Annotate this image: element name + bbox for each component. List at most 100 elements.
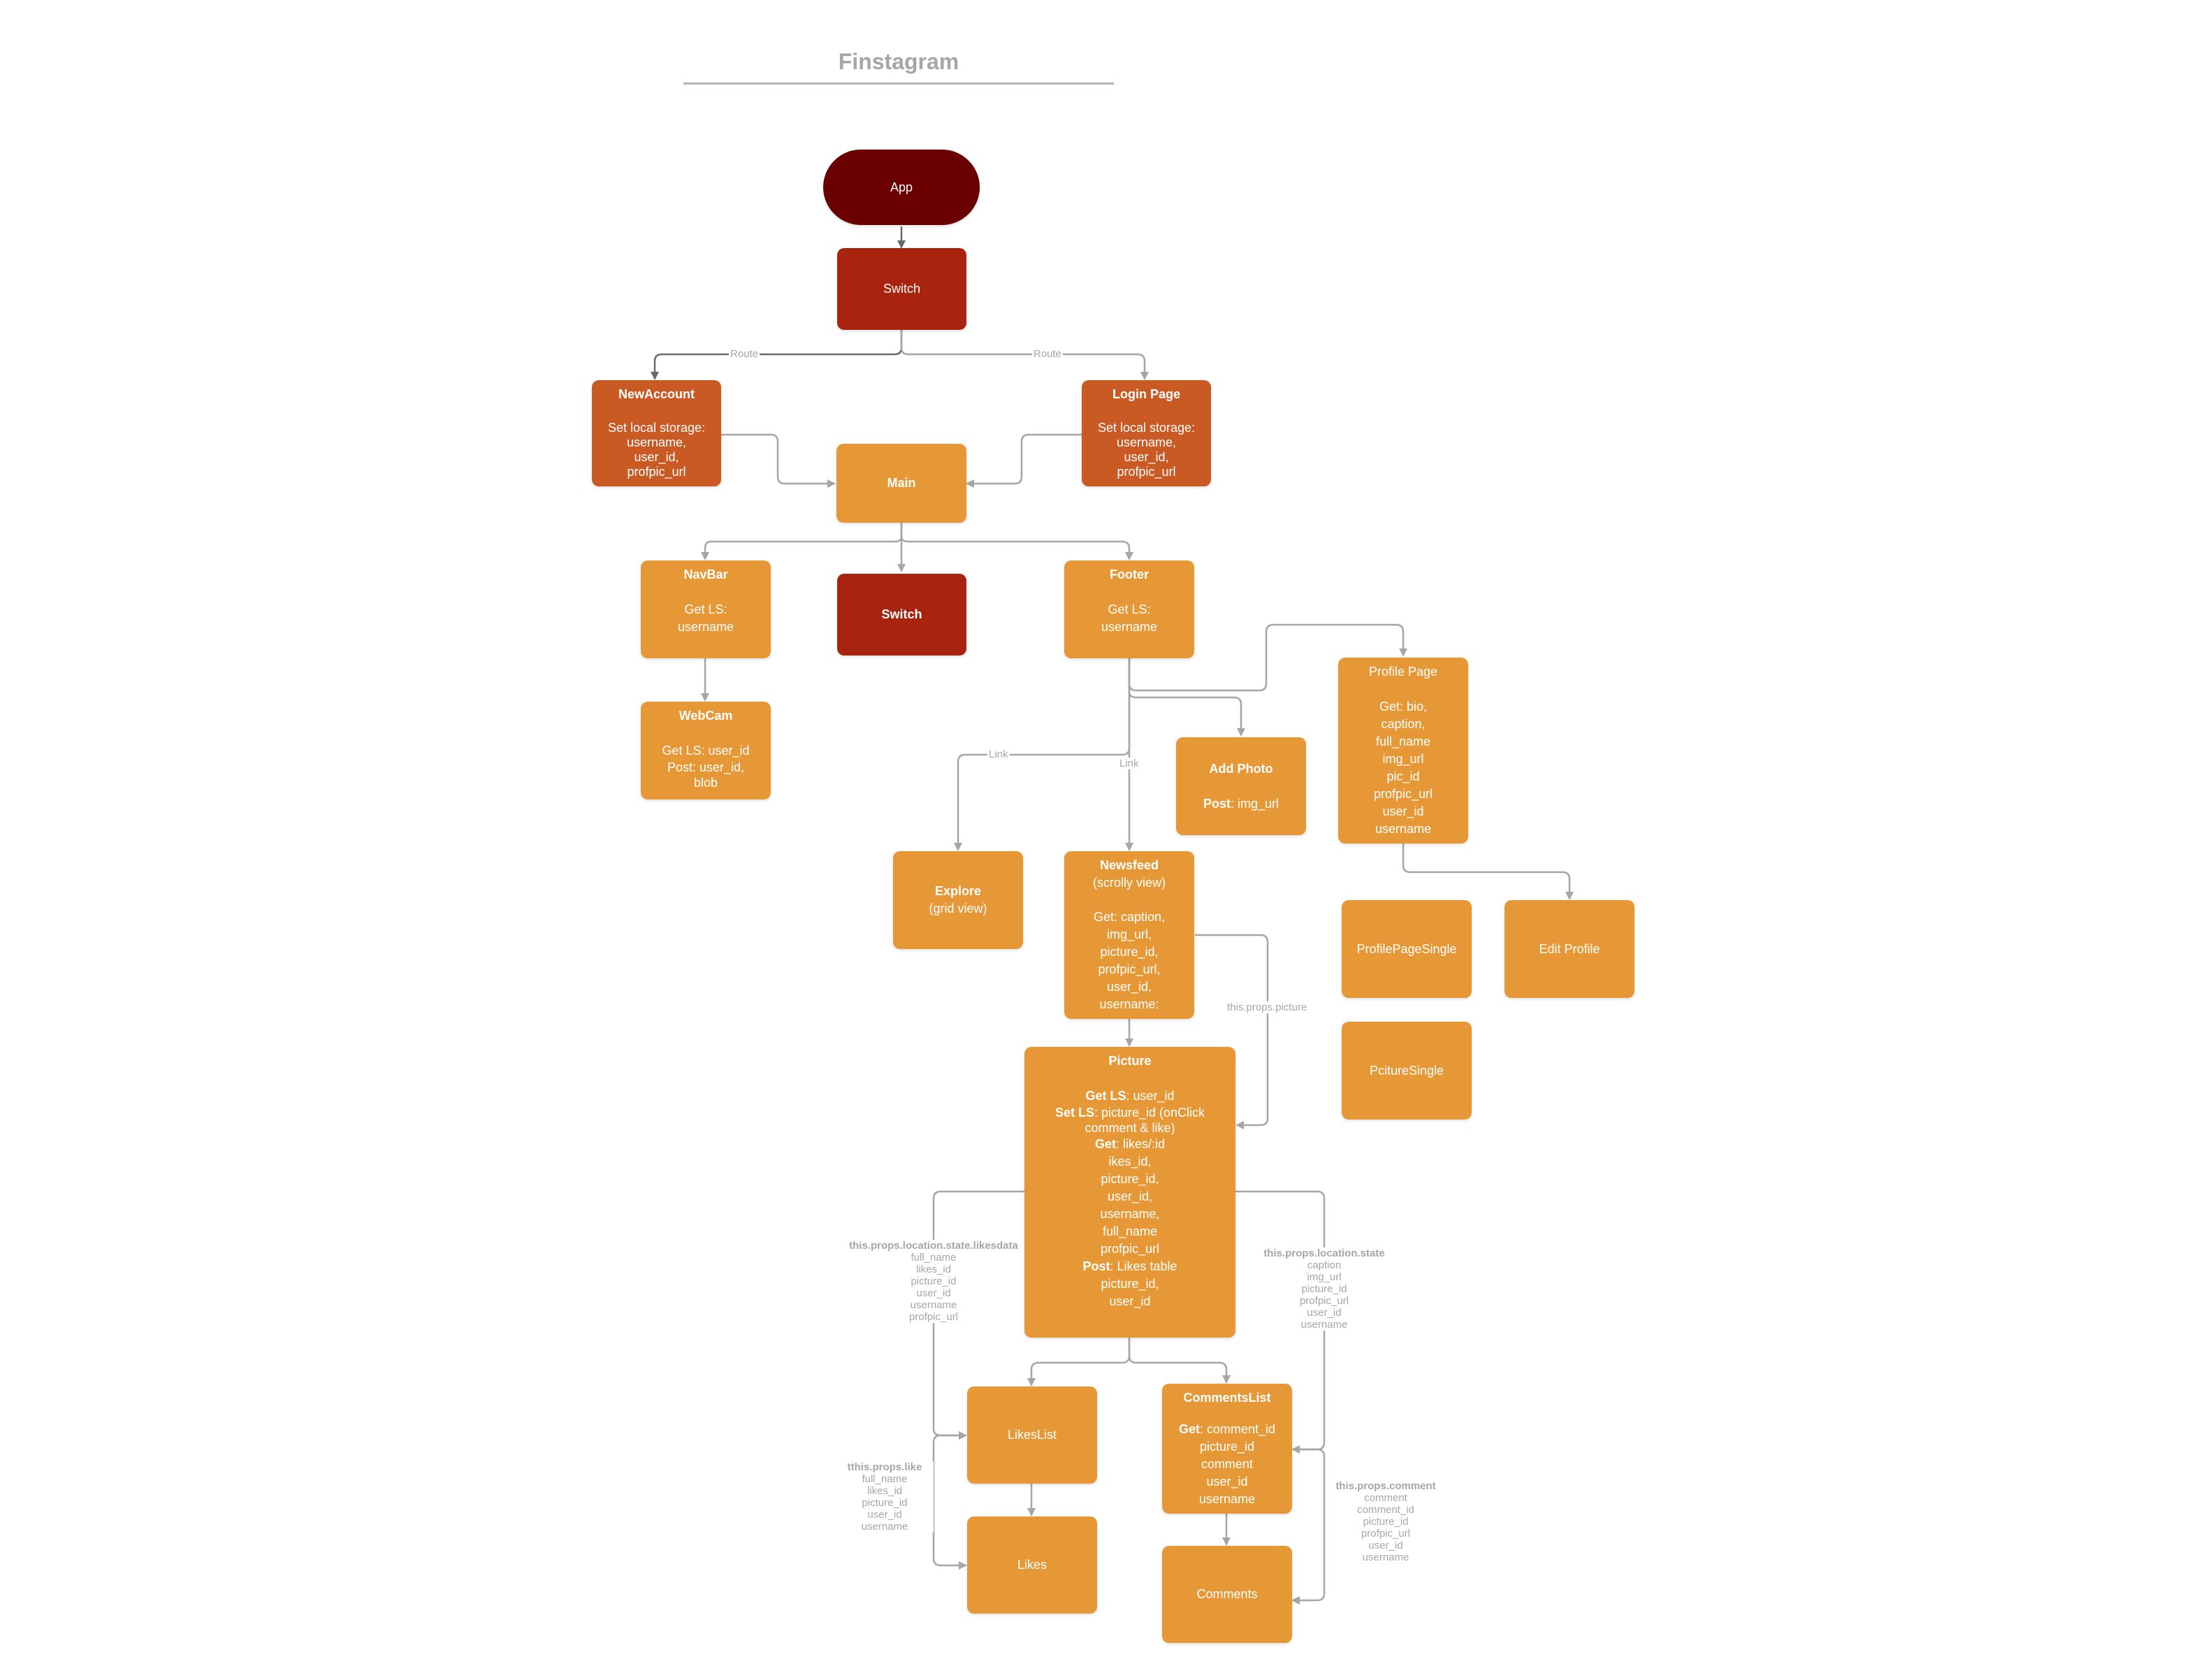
node-edit-profile[interactable]: Edit Profile	[1505, 900, 1634, 998]
node-profile-page-line: Get: bio,	[1379, 700, 1428, 714]
node-newsfeed-line: profpic_url,	[1098, 962, 1161, 976]
edge-label-props-like-line: full_name	[862, 1473, 908, 1485]
edge-main-footer	[900, 523, 1133, 560]
node-add-photo[interactable]: Add Photo Post: img_url	[1176, 737, 1306, 835]
edge-label-route-left: Route	[729, 348, 760, 360]
node-comments-list-line: picture_id	[1199, 1440, 1255, 1454]
edge-label-props-like-line: username	[861, 1521, 908, 1533]
edge-label-props-comment-line: profpic_url	[1361, 1528, 1411, 1540]
edge-label-props-like: tthis.props.like full_name likes_id pict…	[836, 1461, 934, 1533]
edge-main-navbar	[701, 523, 903, 560]
node-login-page[interactable]: Login Page Set local storage: username, …	[1082, 380, 1211, 486]
node-comments-list[interactable]: CommentsList Get: comment_id picture_id …	[1162, 1384, 1292, 1514]
node-picture-set-ls-rest: : picture_id (onClick	[1094, 1106, 1205, 1120]
edge-label-likesdata: this.props.location.state.likesdata full…	[843, 1240, 1024, 1323]
node-profile-page-title: Profile Page	[1368, 665, 1438, 679]
edge-label-likesdata-line: profpic_url	[908, 1311, 959, 1323]
node-picture-line: ikes_id,	[1108, 1154, 1152, 1168]
node-profile-page-line: pic_id	[1386, 769, 1420, 783]
node-comments[interactable]: Comments	[1162, 1546, 1292, 1643]
node-navbar[interactable]: NavBar Get LS: username	[641, 560, 771, 658]
edge-label-props-comment: this.props.comment comment comment_id pi…	[1326, 1480, 1445, 1563]
edge-footer-addphoto	[1128, 658, 1245, 737]
node-add-photo-line-bold: Post	[1203, 796, 1231, 811]
node-picture[interactable]: Picture Get LS: user_id Set LS: picture_…	[1024, 1047, 1235, 1338]
edge-label-likesdata-line: likes_id	[915, 1263, 952, 1275]
node-webcam-title: WebCam	[679, 709, 733, 723]
node-webcam-line: Post: user_id,	[667, 760, 745, 774]
node-picture-single-title: PcitureSingle	[1369, 1063, 1444, 1078]
node-switch-top-title: Switch	[883, 282, 920, 296]
node-comments-list-get: Get: comment_id	[1179, 1421, 1275, 1438]
node-picture-post-rest: : Likes table	[1110, 1259, 1177, 1273]
edge-label-props-like-line: user_id	[867, 1509, 902, 1521]
node-comments-list-line: comment	[1201, 1457, 1254, 1471]
edge-profile-editprofile	[1402, 843, 1574, 900]
edge-switch-login	[900, 330, 1149, 380]
edge-label-props-picture: this.props.picture	[1226, 1001, 1309, 1013]
node-edit-profile-title: Edit Profile	[1539, 941, 1600, 956]
node-webcam[interactable]: WebCam Get LS: user_id Post: user_id, bl…	[641, 702, 771, 799]
node-comments-list-title: CommentsList	[1183, 1391, 1271, 1405]
node-new-account[interactable]: NewAccount Set local storage: username, …	[592, 380, 721, 486]
node-likes[interactable]: Likes	[967, 1516, 1097, 1614]
node-comments-list-get-bold: Get	[1178, 1422, 1200, 1436]
edge-login-main	[966, 433, 1082, 488]
node-newsfeed-line: img_url,	[1106, 927, 1152, 941]
edge-footer-profile	[1128, 623, 1407, 692]
node-switch-mid-title: Switch	[881, 607, 922, 621]
edge-label-location-state: this.props.location.state caption img_ur…	[1254, 1247, 1394, 1331]
node-picture-get: Get: likes/:id	[1095, 1136, 1165, 1153]
node-profile-page[interactable]: Profile Page Get: bio, caption, full_nam…	[1338, 658, 1468, 843]
edge-switch-newaccount	[651, 330, 903, 380]
node-switch-mid[interactable]: Switch	[837, 574, 966, 656]
node-footer-line: username	[1101, 620, 1158, 634]
node-picture-line: username,	[1100, 1207, 1160, 1221]
node-newsfeed-subtitle: (scrolly view)	[1092, 876, 1166, 890]
node-newsfeed-line: username:	[1099, 997, 1159, 1011]
node-picture-get-ls-bold: Get LS	[1085, 1089, 1126, 1103]
node-picture-set-ls: Set LS: picture_id (onClick	[1055, 1105, 1205, 1120]
edge-label-props-like-line: likes_id	[867, 1485, 903, 1497]
edge-label-location-state-line: caption	[1307, 1259, 1342, 1271]
node-navbar-line: Get LS:	[684, 602, 727, 616]
edge-picture-likeslist	[1027, 1338, 1131, 1386]
node-navbar-title: NavBar	[683, 567, 728, 581]
edge-label-props-like-line: picture_id	[862, 1497, 908, 1509]
node-app[interactable]: App	[823, 150, 980, 225]
node-picture-post: Post: Likes table	[1082, 1258, 1177, 1275]
node-login-page-line: Set local storage:	[1097, 421, 1196, 435]
edge-label-route-right: Route	[1032, 348, 1064, 360]
node-new-account-line: Set local storage:	[607, 421, 706, 435]
node-newsfeed[interactable]: Newsfeed (scrolly view) Get: caption, im…	[1064, 851, 1194, 1019]
node-explore-title: Explore	[934, 884, 982, 898]
node-new-account-title: NewAccount	[618, 387, 695, 401]
node-likes-title: Likes	[1017, 1558, 1047, 1572]
node-likes-list[interactable]: LikesList	[967, 1386, 1097, 1484]
node-webcam-line: blob	[693, 776, 718, 790]
node-login-page-title: Login Page	[1112, 387, 1180, 401]
node-comments-list-line: username	[1198, 1492, 1256, 1506]
node-profile-page-single[interactable]: ProfilePageSingle	[1342, 900, 1472, 998]
node-picture-get-ls: Get LS: user_id	[1085, 1087, 1174, 1105]
node-main[interactable]: Main	[836, 444, 966, 523]
node-app-title: App	[890, 180, 913, 194]
node-profile-page-line: img_url	[1382, 752, 1424, 766]
node-picture-single[interactable]: PcitureSingle	[1342, 1022, 1472, 1120]
node-main-title: Main	[887, 476, 916, 490]
node-profile-page-line: user_id	[1382, 804, 1424, 818]
node-picture-post-bold: Post	[1082, 1259, 1110, 1273]
node-webcam-line: Get LS: user_id	[662, 744, 750, 758]
edge-label-likesdata-line: user_id	[916, 1287, 951, 1299]
node-picture-get-rest: : likes/:id	[1115, 1137, 1166, 1151]
node-explore[interactable]: Explore (grid view)	[893, 851, 1023, 949]
node-footer[interactable]: Footer Get LS: username	[1064, 560, 1194, 658]
node-profile-page-line: profpic_url	[1373, 787, 1433, 801]
node-new-account-line: profpic_url	[627, 465, 686, 479]
node-picture-line: full_name	[1102, 1224, 1158, 1238]
node-profile-page-single-title: ProfilePageSingle	[1356, 941, 1457, 956]
node-add-photo-line: Post: img_url	[1203, 795, 1279, 813]
node-switch-top[interactable]: Switch	[837, 248, 966, 330]
node-picture-line: user_id,	[1107, 1189, 1153, 1203]
